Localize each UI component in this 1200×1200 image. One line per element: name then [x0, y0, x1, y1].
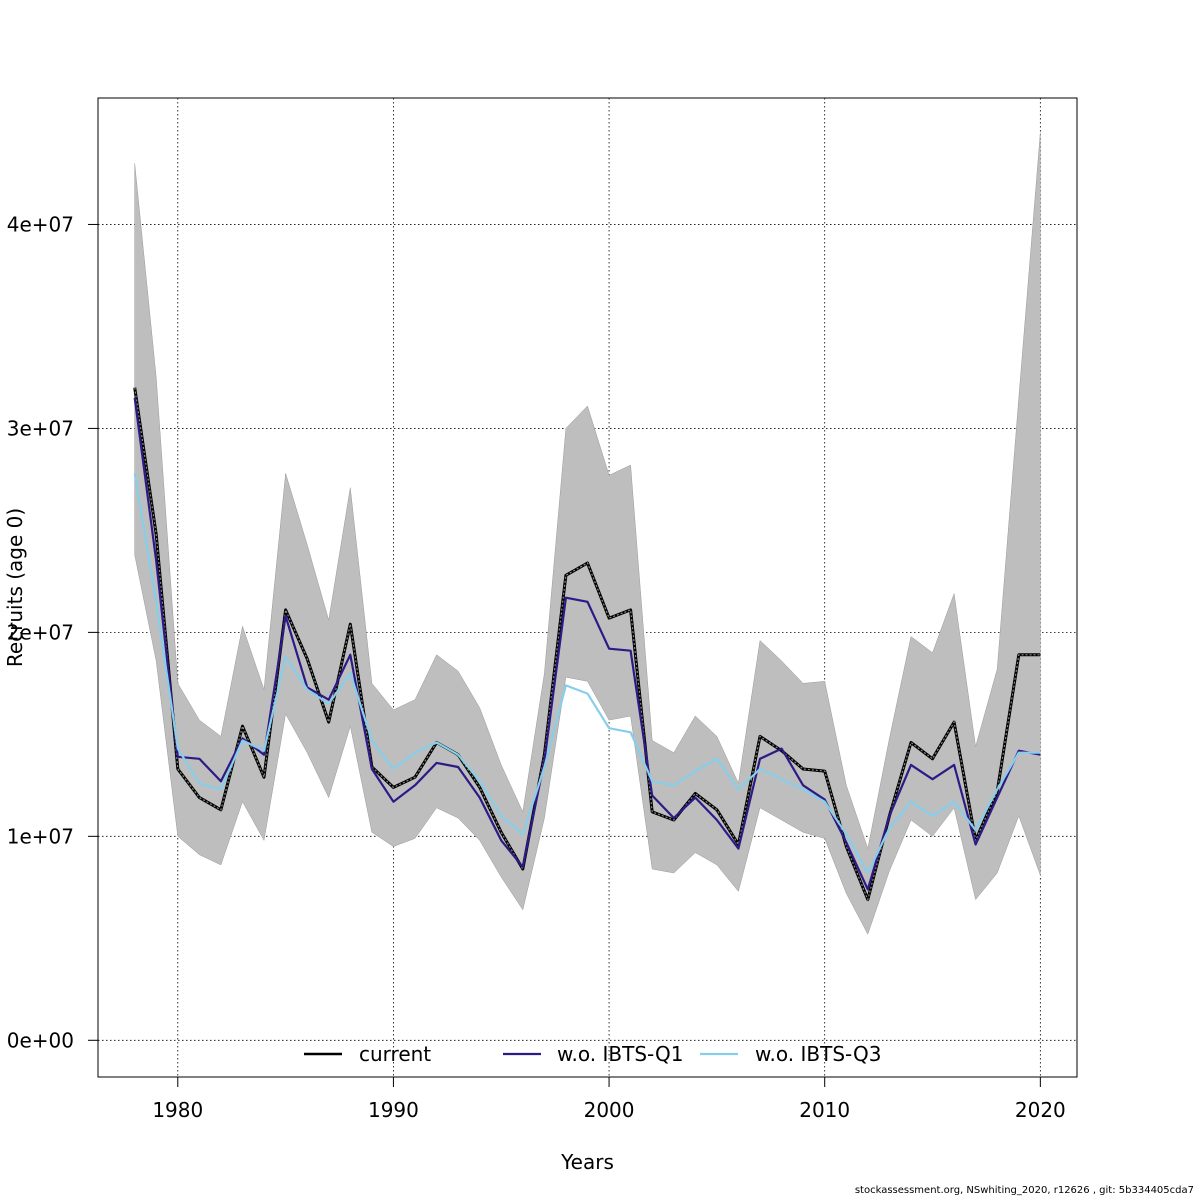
legend: current w.o. IBTS-Q1 w.o. IBTS-Q3 — [304, 1042, 881, 1066]
y-axis: 0e+00 1e+07 2e+07 3e+07 4e+07 — [7, 212, 99, 1052]
y-axis-title: Recruits (age 0) — [3, 508, 27, 667]
x-tick-label: 2000 — [584, 1098, 635, 1122]
y-tick-label: 0e+00 — [7, 1028, 74, 1052]
legend-label-current: current — [359, 1042, 431, 1066]
y-tick-label: 1e+07 — [7, 824, 74, 848]
series-line-current-dots — [134, 387, 1041, 902]
series-line-wo-ibts-q3 — [133, 473, 1041, 875]
legend-label-wo-ibts-q1: w.o. IBTS-Q1 — [557, 1042, 683, 1066]
legend-label-wo-ibts-q3: w.o. IBTS-Q3 — [755, 1042, 881, 1066]
series-line-wo-ibts-q1 — [133, 397, 1041, 891]
x-axis-title: Years — [560, 1150, 614, 1174]
y-tick-label: 3e+07 — [7, 416, 74, 440]
y-tick-label: 4e+07 — [7, 212, 74, 236]
y-tick-label: 2e+07 — [7, 620, 74, 644]
x-tick-label: 1990 — [368, 1098, 419, 1122]
x-axis: 1980 1990 2000 2010 2020 — [152, 1076, 1066, 1122]
x-tick-label: 2010 — [799, 1098, 850, 1122]
x-tick-label: 1980 — [152, 1098, 203, 1122]
confidence-band — [134, 132, 1041, 935]
series-layer — [133, 387, 1041, 902]
x-tick-label: 2020 — [1015, 1098, 1066, 1122]
confidence-band-layer — [134, 132, 1041, 935]
footer-credit: stockassessment.org, NSwhiting_2020, r12… — [854, 1185, 1194, 1196]
